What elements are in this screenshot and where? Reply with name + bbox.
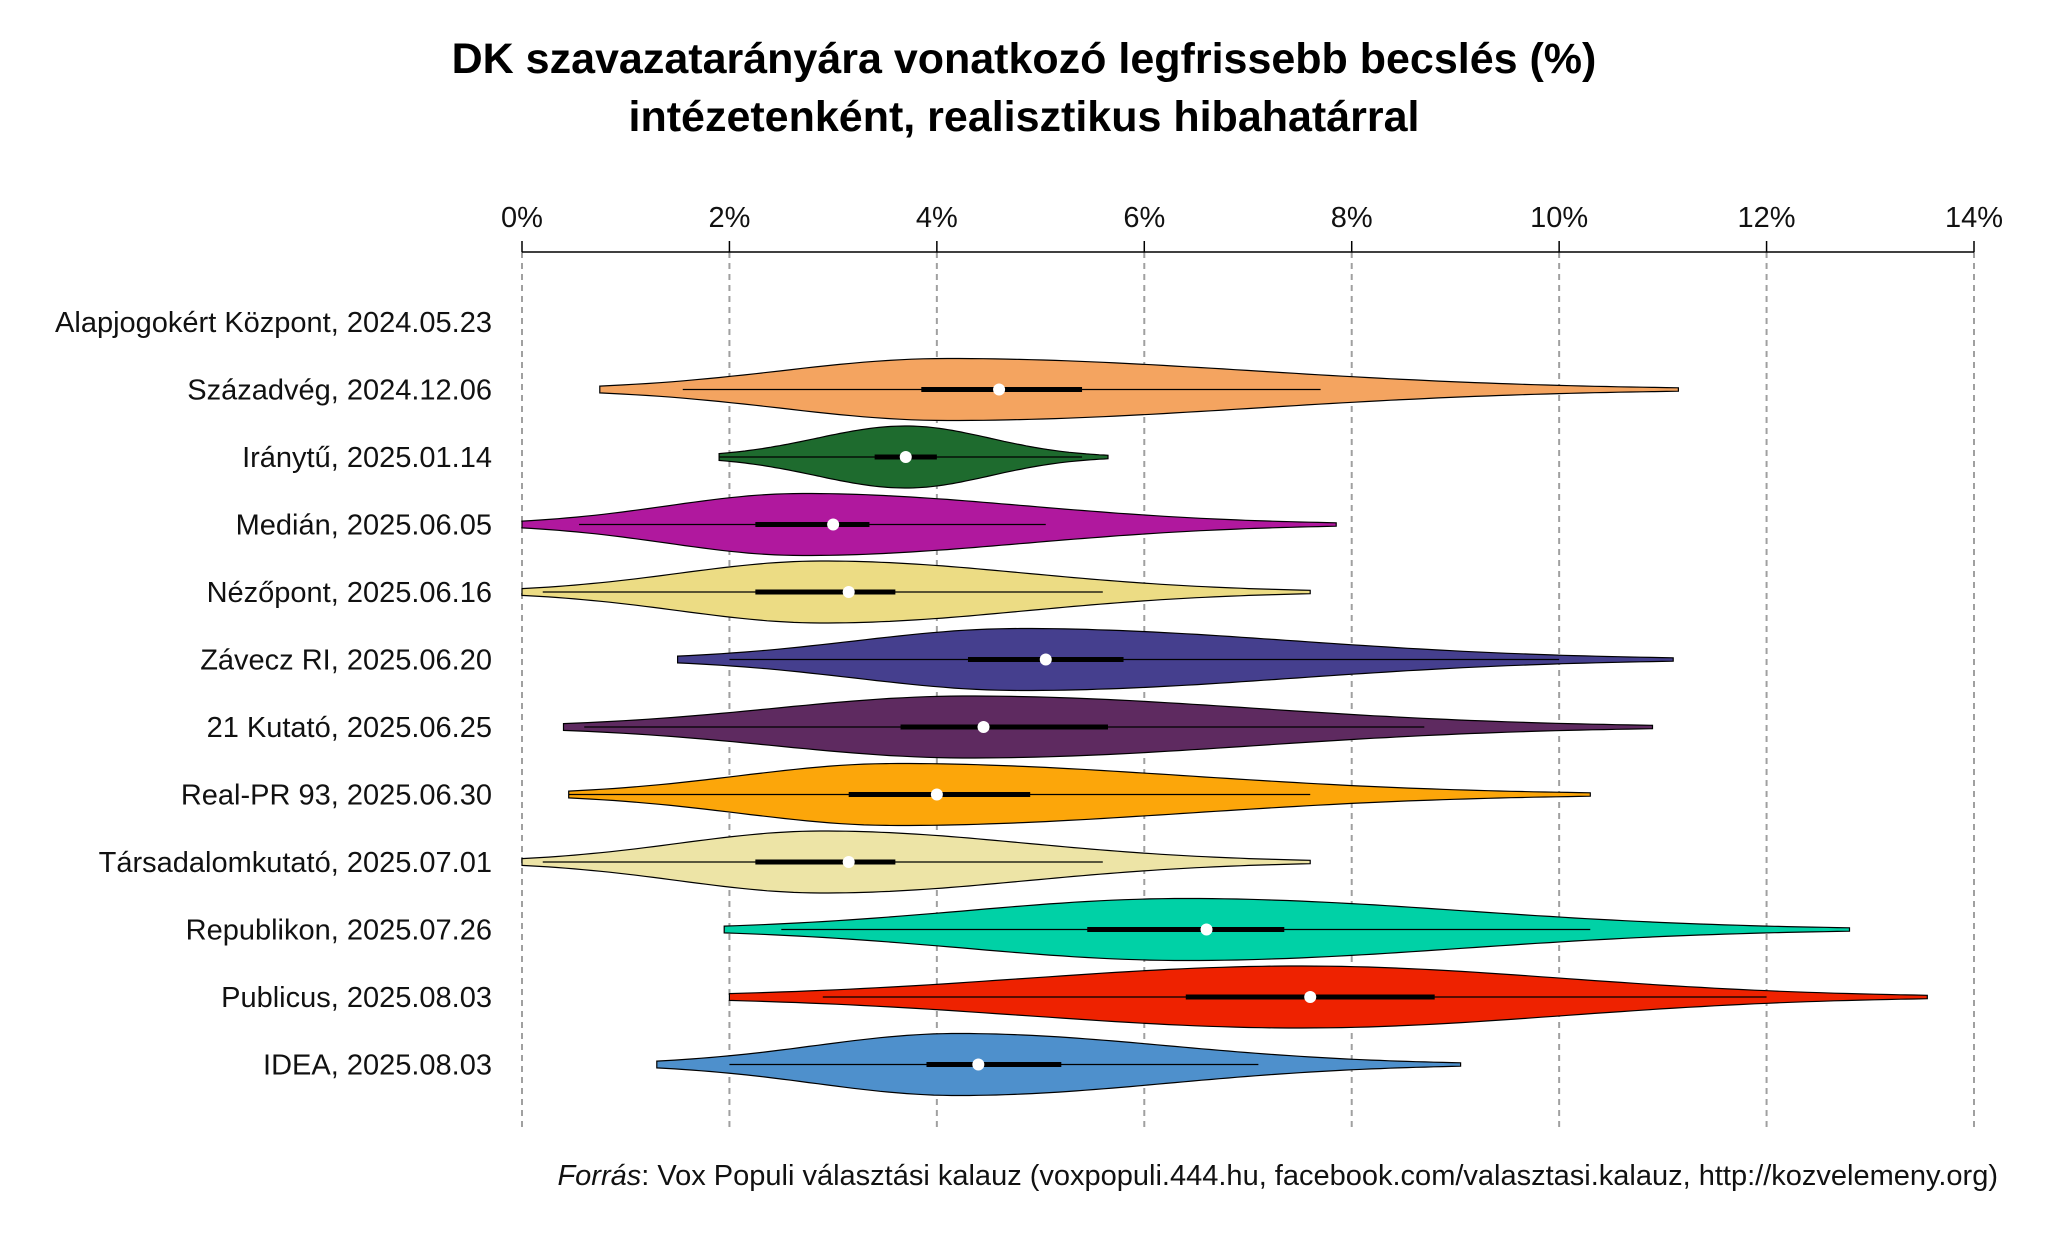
- source-note: Forrás: Vox Populi választási kalauz (vo…: [557, 1160, 1998, 1193]
- category-label: Real-PR 93, 2025.06.30: [181, 780, 492, 812]
- median-point: [977, 721, 990, 733]
- median-point: [1039, 653, 1052, 666]
- x-tick-label: 0%: [501, 202, 543, 234]
- category-label: Medián, 2025.06.05: [236, 510, 492, 542]
- category-label: Társadalomkutató, 2025.07.01: [99, 847, 492, 879]
- x-tick-label: 8%: [1331, 202, 1373, 234]
- median-point: [827, 518, 840, 531]
- median-point: [1304, 991, 1317, 1003]
- chart-title: DK szavazatarányára vonatkozó legfrisseb…: [0, 30, 2048, 146]
- category-label: IDEA, 2025.08.03: [263, 1050, 492, 1082]
- category-label: Alapjogokért Központ, 2024.05.23: [55, 307, 492, 339]
- category-label: Publicus, 2025.08.03: [221, 982, 492, 1014]
- chart-title-line-2: intézetenként, realisztikus hibahatárral: [628, 93, 1420, 141]
- category-label: Iránytű, 2025.01.14: [242, 442, 492, 474]
- x-tick-label: 4%: [916, 202, 958, 234]
- median-point: [972, 1058, 985, 1071]
- category-label: Századvég, 2024.12.06: [187, 375, 492, 407]
- median-point: [993, 383, 1006, 396]
- x-tick-label: 10%: [1530, 202, 1588, 234]
- category-label: Republikon, 2025.07.26: [186, 915, 492, 947]
- x-tick-label: 14%: [1945, 202, 2003, 234]
- median-point: [1200, 923, 1213, 936]
- median-point: [842, 856, 855, 868]
- median-point: [899, 451, 912, 463]
- source-text: : Vox Populi választási kalauz (voxpopul…: [641, 1160, 1998, 1192]
- x-tick-label: 6%: [1123, 202, 1165, 234]
- x-tick-label: 2%: [708, 202, 750, 234]
- x-tick-label: 12%: [1738, 202, 1796, 234]
- median-point: [842, 586, 855, 598]
- category-label: Závecz RI, 2025.06.20: [200, 645, 492, 677]
- median-point: [930, 788, 943, 801]
- category-label: Nézőpont, 2025.06.16: [207, 577, 492, 609]
- source-label: Forrás: [557, 1160, 642, 1192]
- category-label: 21 Kutató, 2025.06.25: [207, 712, 492, 744]
- chart-title-line-1: DK szavazatarányára vonatkozó legfrisseb…: [451, 35, 1597, 83]
